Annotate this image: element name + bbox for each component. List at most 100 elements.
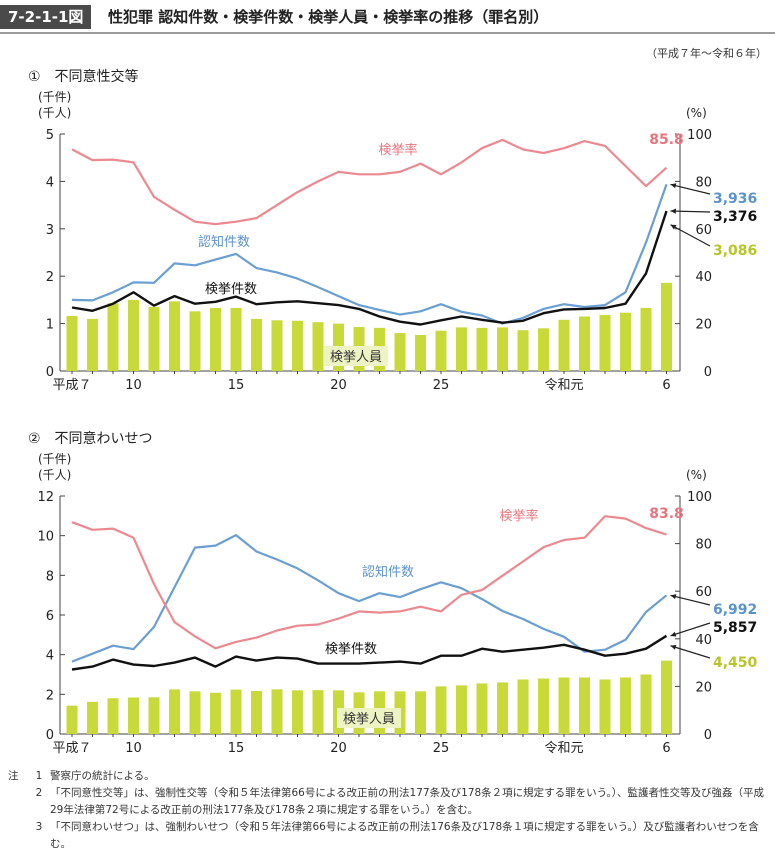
right-tick-label: 20: [695, 680, 712, 695]
left-axis-unit: (千件): [38, 90, 71, 104]
left-tick-label: 8: [46, 569, 54, 584]
header-divider: [0, 32, 775, 34]
bar-kenkyo-jinin: [107, 303, 119, 371]
bar-kenkyo-jinin: [476, 683, 488, 734]
bar-kenkyo-jinin: [640, 307, 652, 371]
bar-kenkyo-jinin: [271, 320, 283, 371]
bar-kenkyo-jinin: [456, 685, 467, 734]
bar-kenkyo-jinin: [661, 282, 672, 371]
end-arrow-head: [670, 224, 677, 230]
bar-kenkyo-jinin: [292, 320, 303, 371]
bar-kenkyo-jinin: [210, 692, 221, 734]
end-arrow-line: [670, 622, 711, 637]
bar-kenkyo-jinin: [87, 701, 98, 734]
x-tick-label: 10: [125, 378, 142, 393]
note-number: 3: [35, 821, 43, 833]
line-kenkyo-kensu: [71, 210, 668, 326]
series-label-bg: [337, 708, 401, 728]
end-label-rate: 85.8: [649, 132, 684, 148]
bar-kenkyo-jinin: [271, 689, 283, 734]
left-tick-label: 2: [46, 688, 54, 703]
bar-kenkyo-jinin: [107, 698, 119, 734]
bar-kenkyo-jinin: [476, 327, 488, 371]
end-arrow-line: [670, 210, 711, 213]
bar-kenkyo-jinin: [66, 705, 78, 734]
note-number: 1: [35, 770, 43, 782]
bar-kenkyo-jinin: [230, 307, 242, 371]
x-tick-label: 6: [662, 378, 670, 393]
chart-panel-2: (千件) (千人) (%) 0 2 4 6 8 10 12 0 20 40 60 80 100 平成７ 10 15 2…: [37, 452, 758, 756]
end-label-kenkyo_nin: 3,086: [713, 243, 757, 259]
series-label-ninchi: 認知件数: [362, 564, 414, 580]
end-arrow-line: [670, 224, 711, 247]
bar-kenkyo-jinin: [148, 307, 160, 371]
left-tick-label: 3: [46, 223, 54, 238]
line-ninchi-kensu: [71, 533, 668, 663]
left-tick-label: 10: [37, 530, 54, 545]
x-tick-label: 25: [433, 378, 450, 393]
bar-kenkyo-jinin: [394, 333, 406, 371]
bar-kenkyo-jinin: [558, 319, 570, 371]
left-axis-unit: (千人): [38, 468, 71, 482]
period-label: （平成７年～令和６年）: [646, 47, 767, 60]
right-tick-label: 20: [695, 318, 712, 333]
right-tick-label: 40: [695, 633, 712, 648]
right-axis-unit: (%): [686, 106, 707, 120]
bar-kenkyo-jinin: [189, 311, 201, 371]
end-arrow-line: [670, 594, 711, 606]
line-kenkyo-ritsu: [71, 138, 668, 226]
note-item: 注 1 警察庁の統計による。: [8, 768, 768, 785]
end-arrow-head: [670, 208, 676, 214]
x-tick-label: 25: [433, 741, 450, 756]
series-label-kenkyo_nin: 検挙人員: [343, 712, 395, 727]
series-label-bg: [324, 346, 388, 366]
bar-kenkyo-jinin: [169, 689, 180, 734]
bar-kenkyo-jinin: [661, 660, 672, 734]
bar-kenkyo-jinin: [456, 327, 467, 371]
x-tick-label: 平成７: [52, 741, 91, 756]
bar-kenkyo-jinin: [230, 689, 242, 734]
left-tick-label: 4: [46, 649, 54, 664]
end-arrow-head: [670, 644, 677, 650]
right-tick-label: 100: [687, 490, 712, 505]
notes: 注 1 警察庁の統計による。 2 「不同意性交等」は、強制性交等（令和５年法律第…: [8, 768, 768, 853]
x-tick-label: 令和元: [544, 378, 583, 393]
bar-kenkyo-jinin: [189, 691, 201, 734]
end-label-kenkyo_nin: 4,450: [713, 655, 758, 671]
figure-number: 7-2-1-1図: [0, 5, 92, 29]
bar-kenkyo-jinin: [435, 686, 447, 734]
left-tick-label: 0: [46, 365, 54, 380]
bar-kenkyo-jinin: [66, 316, 78, 371]
end-label-ninchi: 3,936: [713, 191, 757, 207]
bar-kenkyo-jinin: [435, 330, 447, 371]
series-label-kenkyo_ken: 検挙件数: [205, 282, 257, 297]
end-arrow-line: [670, 645, 711, 659]
bar-kenkyo-jinin: [558, 677, 570, 734]
bar-kenkyo-jinin: [312, 322, 324, 371]
note-number: 2: [35, 787, 43, 799]
end-arrow-head: [670, 183, 677, 189]
end-arrow-head: [670, 631, 677, 637]
right-tick-label: 80: [695, 538, 712, 553]
end-label-rate: 83.8: [649, 506, 684, 522]
left-tick-label: 6: [46, 609, 54, 624]
bar-kenkyo-jinin: [517, 330, 529, 371]
right-tick-label: 80: [695, 175, 712, 190]
bar-kenkyo-jinin: [517, 679, 529, 734]
bar-kenkyo-jinin: [415, 334, 426, 371]
series-label-ninchi: 認知件数: [198, 234, 250, 250]
bar-kenkyo-jinin: [312, 690, 324, 734]
bar-kenkyo-jinin: [292, 690, 303, 734]
bar-kenkyo-jinin: [620, 677, 631, 734]
x-tick-label: 6: [662, 741, 670, 756]
bar-kenkyo-jinin: [599, 679, 611, 734]
right-tick-label: 0: [704, 365, 712, 380]
bar-kenkyo-jinin: [87, 318, 98, 371]
line-ninchi-kensu: [71, 184, 668, 325]
line-kenkyo-kensu: [71, 634, 668, 671]
left-tick-label: 1: [46, 318, 54, 333]
bar-kenkyo-jinin: [497, 682, 508, 734]
left-axis-unit: (千件): [38, 452, 71, 466]
end-label-kenkyo_ken: 3,376: [713, 209, 757, 225]
series-label-kenkyo_nin: 検挙人員: [330, 350, 382, 365]
